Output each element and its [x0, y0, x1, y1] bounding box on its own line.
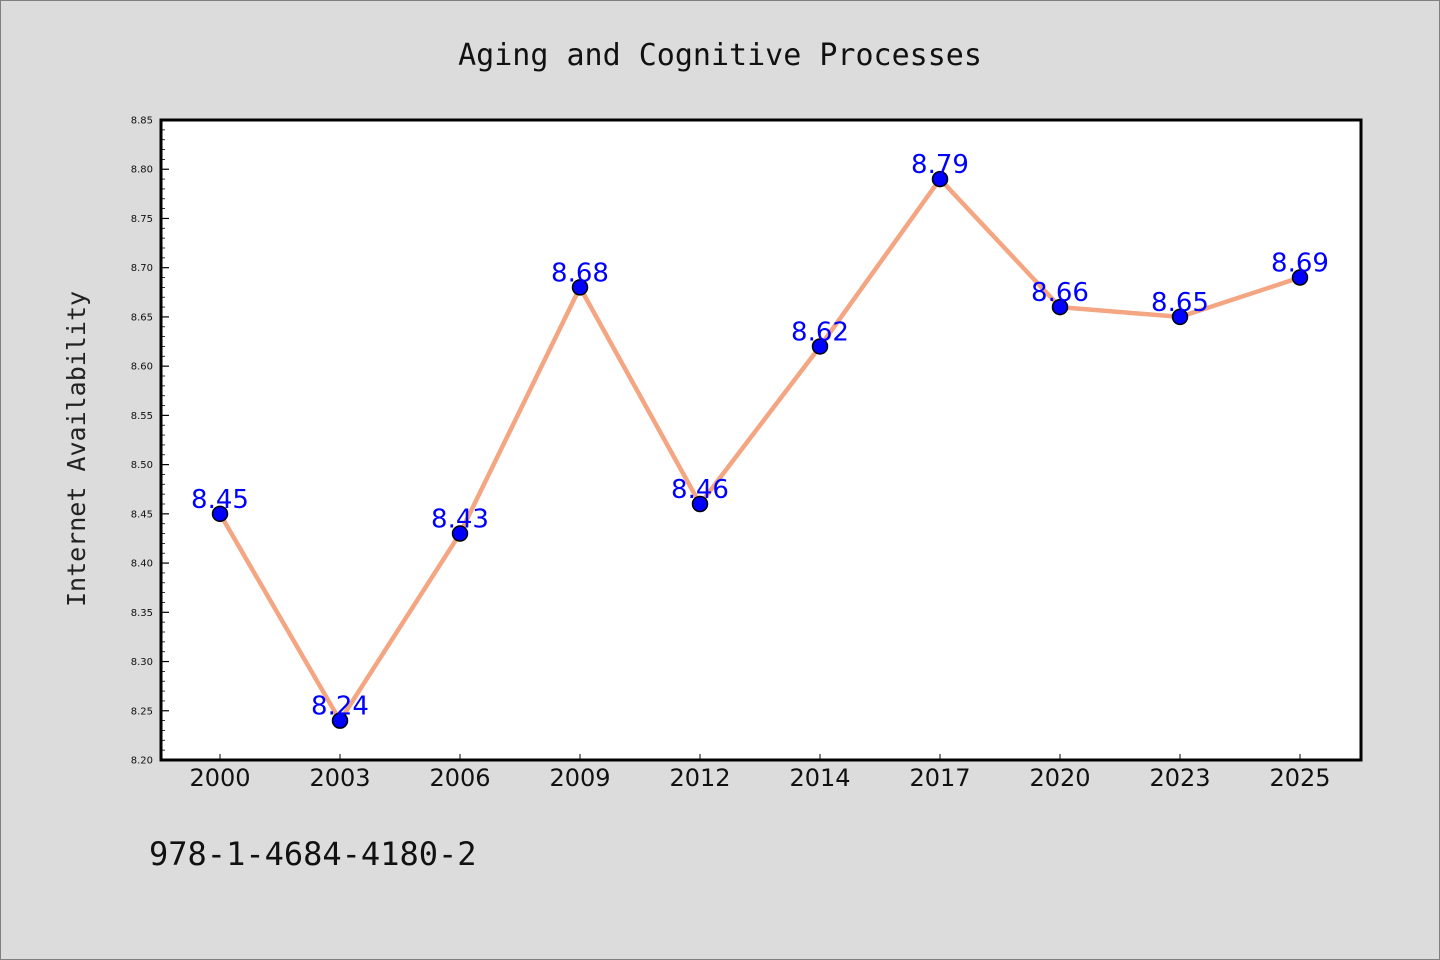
series-line	[217, 176, 1303, 723]
x-tick-label: 2023	[1149, 764, 1210, 792]
y-tick-label: 8.25	[131, 706, 153, 717]
data-label: 8.62	[791, 317, 849, 347]
x-tick-label: 2017	[909, 764, 970, 792]
y-tick-label: 8.40	[131, 559, 153, 570]
data-label: 8.65	[1151, 288, 1209, 318]
plot-border	[159, 118, 1363, 762]
series-group: 8.45 8.24 8.43 8.68 8.46 8.62 8.79 8.66 8.65 8.69	[191, 150, 1329, 729]
x-axis-ticks: 2000 2003 2006 2009 2012 2014 2017 2020 2023 2025	[189, 754, 1331, 792]
x-tick-label: 2020	[1029, 764, 1090, 792]
x-tick-label: 2014	[789, 764, 850, 792]
data-point	[1291, 269, 1309, 286]
chart-title: Aging and Cognitive Processes	[458, 38, 982, 73]
data-label: 8.79	[911, 150, 969, 180]
data-label: 8.66	[1031, 278, 1089, 308]
x-tick-label: 2009	[549, 764, 610, 792]
data-point	[931, 170, 949, 188]
x-tick-label: 2000	[189, 764, 250, 792]
y-tick-label: 8.65	[131, 312, 153, 323]
data-label: 8.43	[431, 505, 489, 535]
x-tick-label: 2006	[429, 764, 490, 792]
data-label: 8.46	[671, 475, 729, 505]
y-tick-label: 8.35	[131, 608, 153, 619]
plot-area	[161, 120, 1361, 760]
x-tick-label: 2003	[309, 764, 370, 792]
data-point	[1171, 308, 1189, 326]
data-label: 8.45	[191, 485, 249, 515]
y-axis-ticks: 8.20 8.25 8.30 8.35 8.40 8.45 8.50 8.55 8.60 8.65…	[131, 116, 169, 767]
y-tick-label: 8.70	[131, 263, 153, 274]
y-tick-label: 8.50	[131, 460, 153, 471]
y-tick-label: 8.75	[131, 214, 153, 225]
y-tick-label: 8.60	[131, 362, 153, 373]
x-tick-label: 2025	[1269, 764, 1330, 792]
x-tick-label: 2012	[669, 764, 730, 792]
data-point	[451, 525, 469, 542]
data-point	[1051, 298, 1069, 316]
data-label: 8.68	[551, 258, 609, 288]
data-label: 8.69	[1271, 249, 1329, 279]
data-point	[691, 495, 709, 513]
y-tick-label: 8.80	[131, 165, 153, 176]
y-axis-label: Internet Availability	[62, 291, 91, 607]
data-point	[811, 338, 829, 355]
y-tick-label: 8.55	[131, 411, 153, 422]
data-point	[211, 505, 229, 523]
y-tick-label: 8.45	[131, 509, 153, 520]
data-point	[571, 279, 589, 296]
data-point	[331, 712, 349, 729]
isbn-footer: 978-1-4684-4180-2	[149, 835, 477, 873]
y-tick-label: 8.85	[131, 116, 153, 127]
y-tick-label: 8.20	[131, 756, 153, 767]
data-label: 8.24	[311, 692, 369, 722]
y-tick-label: 8.30	[131, 657, 153, 668]
